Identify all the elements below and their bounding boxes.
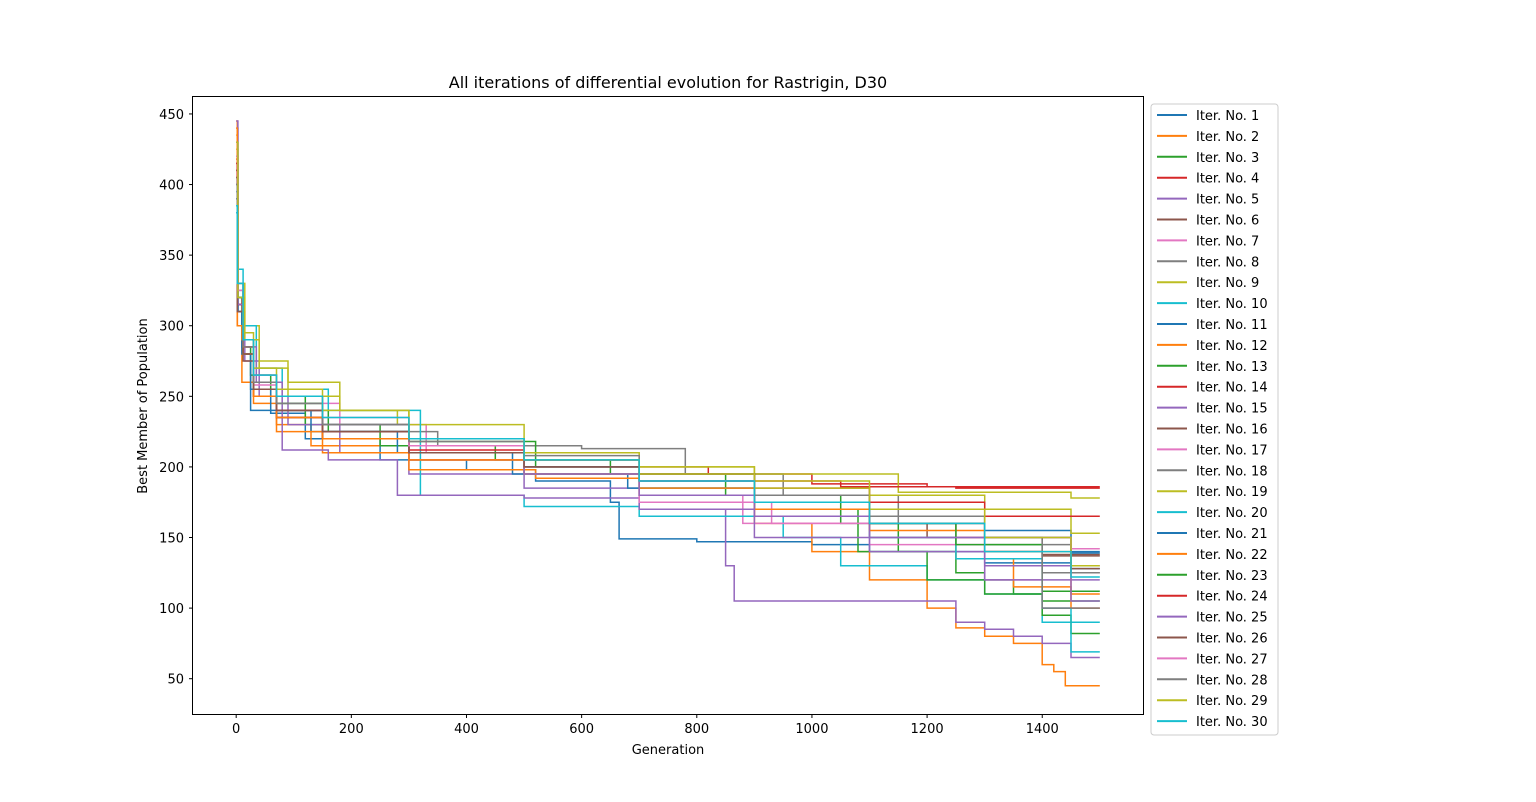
legend-label: Iter. No. 20 <box>1196 506 1268 521</box>
x-tick-label: 800 <box>684 722 709 737</box>
legend: Iter. No. 1 Iter. No. 2 Iter. No. 3 Iter. N… <box>1150 103 1279 736</box>
chart-title: All iterations of differential evolution… <box>449 73 887 92</box>
legend-label: Iter. No. 6 <box>1196 214 1259 229</box>
legend-label: Iter. No. 28 <box>1196 673 1268 688</box>
legend-label: Iter. No. 24 <box>1196 590 1268 605</box>
x-tick-label: 200 <box>339 722 364 737</box>
y-tick-label: 100 <box>159 602 184 617</box>
legend-label: Iter. No. 5 <box>1196 193 1259 208</box>
axes-frame <box>192 96 1144 715</box>
x-tick-label: 0 <box>232 722 240 737</box>
legend-label: Iter. No. 27 <box>1196 652 1268 667</box>
series-line-30 <box>236 204 1100 578</box>
x-tick-label: 1200 <box>911 722 944 737</box>
legend-label: Iter. No. 19 <box>1196 485 1268 500</box>
y-tick-label: 400 <box>159 179 184 194</box>
y-tick-label: 250 <box>159 390 184 405</box>
legend-label: Iter. No. 3 <box>1196 151 1259 166</box>
legend-label: Iter. No. 12 <box>1196 339 1268 354</box>
legend-label: Iter. No. 26 <box>1196 632 1268 647</box>
legend-label: Iter. No. 10 <box>1196 297 1268 312</box>
y-tick-label: 300 <box>159 320 184 335</box>
x-axis-label: Generation <box>632 743 705 758</box>
x-axis: 0 200 400 600 800 1000 1200 1400 <box>232 714 1059 737</box>
y-axis-label: Best Member of Population <box>136 318 151 494</box>
legend-label: Iter. No. 13 <box>1196 360 1268 375</box>
y-axis: 50 100 150 200 250 300 350 400 450 <box>159 108 193 688</box>
legend-label: Iter. No. 15 <box>1196 402 1268 417</box>
legend-label: Iter. No. 4 <box>1196 172 1259 187</box>
legend-label: Iter. No. 16 <box>1196 423 1268 438</box>
x-tick-label: 400 <box>454 722 479 737</box>
legend-label: Iter. No. 1 <box>1196 109 1259 124</box>
legend-label: Iter. No. 21 <box>1196 527 1268 542</box>
y-tick-label: 450 <box>159 108 184 123</box>
legend-label: Iter. No. 2 <box>1196 130 1259 145</box>
legend-label: Iter. No. 30 <box>1196 715 1268 730</box>
y-tick-label: 50 <box>167 673 184 688</box>
legend-label: Iter. No. 9 <box>1196 276 1259 291</box>
y-tick-label: 350 <box>159 249 184 264</box>
legend-label: Iter. No. 8 <box>1196 255 1259 270</box>
legend-label: Iter. No. 7 <box>1196 234 1259 249</box>
series-line-28 <box>236 183 1100 609</box>
legend-label: Iter. No. 18 <box>1196 464 1268 479</box>
legend-label: Iter. No. 23 <box>1196 569 1268 584</box>
x-tick-label: 1400 <box>1026 722 1059 737</box>
x-tick-label: 600 <box>569 722 594 737</box>
legend-label: Iter. No. 11 <box>1196 318 1268 333</box>
y-tick-label: 150 <box>159 532 184 547</box>
legend-label: Iter. No. 17 <box>1196 443 1268 458</box>
legend-label: Iter. No. 14 <box>1196 381 1268 396</box>
y-tick-label: 200 <box>159 461 184 476</box>
legend-label: Iter. No. 29 <box>1196 694 1268 709</box>
legend-label: Iter. No. 25 <box>1196 611 1268 626</box>
legend-label: Iter. No. 22 <box>1196 548 1268 563</box>
x-tick-label: 1000 <box>795 722 828 737</box>
plot-area <box>236 120 1100 687</box>
